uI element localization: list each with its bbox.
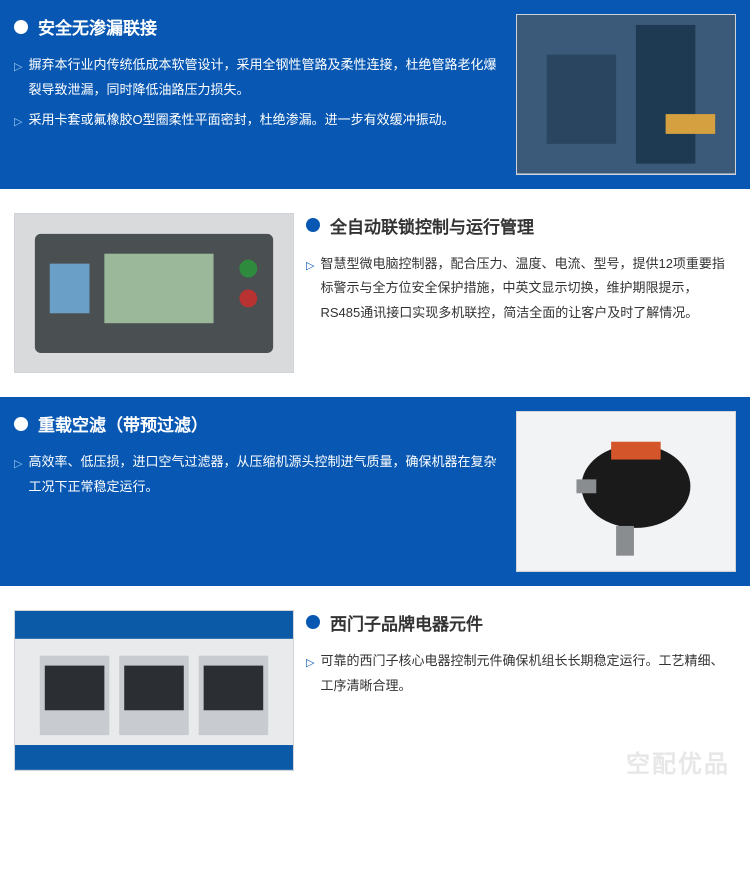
feature-section-2: 全自动联锁控制与运行管理 ▷ 智慧型微电脑控制器，配合压力、温度、电流、型号，提… [0,199,750,388]
triangle-icon: ▷ [14,112,22,133]
feature-title: 安全无渗漏联接 [38,14,157,39]
feature-heading: 重载空滤（带预过滤） [14,411,504,436]
bullet-text: 智慧型微电脑控制器，配合压力、温度、电流、型号，提供12项重要指标警示与全方位安… [320,252,736,326]
triangle-icon: ▷ [14,57,22,102]
feature-section-1: 安全无渗漏联接 ▷ 摒弃本行业内传统低成本软管设计，采用全钢性管路及柔性连接，杜… [0,0,750,189]
bullet-dot-icon [14,20,28,34]
controller-image-icon [15,214,293,373]
feature-section-4: 西门子品牌电器元件 ▷ 可靠的西门子核心电器控制元件确保机组长长期稳定运行。工艺… [0,596,750,785]
electrical-image-icon [15,611,293,770]
feature-title: 重载空滤（带预过滤） [38,411,208,436]
feature-heading: 全自动联锁控制与运行管理 [306,213,736,238]
bullet-text: 高效率、低压损，进口空气过滤器，从压缩机源头控制进气质量，确保机器在复杂工况下正… [28,450,504,499]
pipe-image-icon [517,15,735,174]
filter-image-icon [517,412,735,571]
watermark-text: 空配优品 [626,744,730,779]
feature-bullet: ▷ 高效率、低压损，进口空气过滤器，从压缩机源头控制进气质量，确保机器在复杂工况… [14,450,504,499]
bullet-dot-icon [306,615,320,629]
feature-title: 西门子品牌电器元件 [330,610,483,635]
feature-image [14,213,294,374]
feature-bullet: ▷ 智慧型微电脑控制器，配合压力、温度、电流、型号，提供12项重要指标警示与全方… [306,252,736,326]
feature-title: 全自动联锁控制与运行管理 [330,213,534,238]
feature-image [14,610,294,771]
section-divider [0,387,750,397]
bullet-text: 可靠的西门子核心电器控制元件确保机组长长期稳定运行。工艺精细、工序清晰合理。 [320,649,736,698]
feature-image [516,14,736,175]
triangle-icon: ▷ [306,653,314,698]
bullet-text: 采用卡套或氟橡胶O型圈柔性平面密封，杜绝渗漏。进一步有效缓冲振动。 [28,108,454,133]
section-divider [0,586,750,596]
feature-content: 重载空滤（带预过滤） ▷ 高效率、低压损，进口空气过滤器，从压缩机源头控制进气质… [14,411,504,572]
triangle-icon: ▷ [306,256,314,326]
feature-bullet: ▷ 摒弃本行业内传统低成本软管设计，采用全钢性管路及柔性连接，杜绝管路老化爆裂导… [14,53,504,102]
feature-content: 全自动联锁控制与运行管理 ▷ 智慧型微电脑控制器，配合压力、温度、电流、型号，提… [306,213,736,374]
feature-content: 安全无渗漏联接 ▷ 摒弃本行业内传统低成本软管设计，采用全钢性管路及柔性连接，杜… [14,14,504,175]
feature-bullet: ▷ 采用卡套或氟橡胶O型圈柔性平面密封，杜绝渗漏。进一步有效缓冲振动。 [14,108,504,133]
feature-bullet: ▷ 可靠的西门子核心电器控制元件确保机组长长期稳定运行。工艺精细、工序清晰合理。 [306,649,736,698]
feature-heading: 西门子品牌电器元件 [306,610,736,635]
section-divider [0,189,750,199]
feature-heading: 安全无渗漏联接 [14,14,504,39]
triangle-icon: ▷ [14,454,22,499]
bullet-dot-icon [306,218,320,232]
feature-image [516,411,736,572]
bullet-text: 摒弃本行业内传统低成本软管设计，采用全钢性管路及柔性连接，杜绝管路老化爆裂导致泄… [28,53,504,102]
bullet-dot-icon [14,417,28,431]
feature-section-3: 重载空滤（带预过滤） ▷ 高效率、低压损，进口空气过滤器，从压缩机源头控制进气质… [0,397,750,586]
